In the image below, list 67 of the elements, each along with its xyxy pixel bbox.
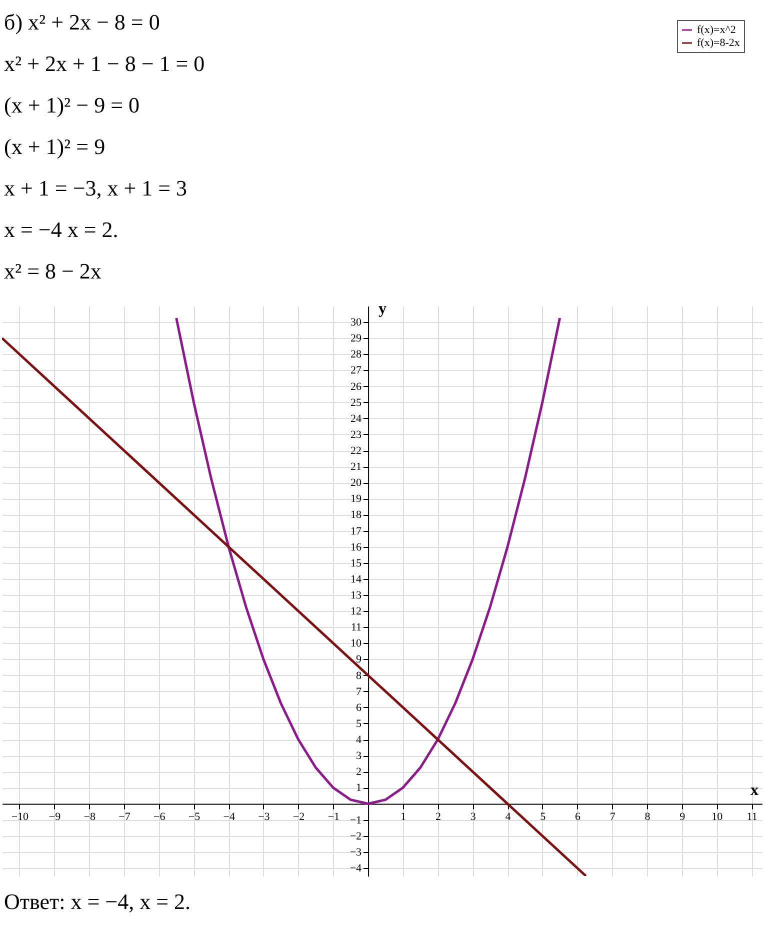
y-tick-label: 24: [350, 412, 362, 425]
y-tick-label: 4: [356, 734, 362, 746]
legend-label: f(x)=8-2x: [697, 37, 740, 49]
y-tick-label: 22: [350, 445, 362, 458]
x-tick-label: 5: [540, 811, 546, 824]
y-tick-label: 6: [356, 702, 362, 714]
x-axis-title: x: [750, 782, 758, 800]
x-tick-label: 6: [574, 811, 581, 824]
x-tick-label: −5: [188, 811, 201, 824]
y-tick-label: 11: [350, 622, 362, 634]
x-tick-label: 3: [470, 811, 476, 824]
x-tick-label: −4: [223, 811, 236, 824]
x-tick-label: −2: [292, 811, 305, 824]
text: x = −4 x = 2.: [4, 216, 118, 242]
legend-label: f(x)=x^2: [697, 24, 736, 36]
text: Ответ: x = −4, x = 2.: [4, 889, 190, 914]
y-tick-label: 3: [356, 750, 362, 762]
y-tick-label: 13: [350, 590, 362, 602]
x-tick-label: 9: [680, 811, 686, 824]
y-tick-label: 7: [356, 686, 362, 698]
text: (x + 1)² − 9 = 0: [4, 92, 140, 118]
text: (x + 1)² = 9: [4, 134, 106, 159]
text: x² = 8 − 2x: [4, 258, 102, 284]
y-tick-label: 1: [356, 782, 362, 794]
y-axis-title: y: [378, 300, 387, 318]
line-series: [175, 316, 562, 805]
y-tick-label: 12: [350, 606, 362, 618]
x-tick-label: 8: [644, 811, 651, 824]
y-tick-label: 21: [350, 461, 362, 474]
x-tick-label: 4: [505, 811, 512, 824]
y-tick-label: 16: [350, 541, 362, 554]
x-tick-label: −9: [48, 811, 62, 824]
y-tick-label: 20: [350, 477, 362, 490]
x-tick-label: −6: [154, 811, 166, 824]
y-tick-label: 27: [350, 364, 362, 377]
y-tick-label: −2: [350, 830, 362, 842]
y-tick-label: −4: [350, 862, 362, 874]
y-tick-label: 18: [350, 509, 362, 522]
x-tick-label: −7: [118, 811, 131, 824]
y-tick-label: 15: [350, 557, 362, 570]
y-tick-label: 10: [350, 638, 362, 650]
x-tick-label: 2: [436, 811, 442, 824]
x-tick-label: −1: [328, 811, 340, 824]
y-tick-label: 17: [350, 525, 362, 538]
text: б) x² + 2x − 8 = 0: [4, 10, 160, 35]
x-tick-label: −8: [84, 811, 96, 824]
y-tick-label: 25: [350, 396, 362, 409]
y-tick-label: 9: [356, 654, 362, 666]
y-tick-label: 8: [356, 670, 362, 682]
text: x² + 2x + 1 − 8 − 1 = 0: [4, 51, 205, 76]
y-tick-label: 23: [350, 428, 362, 441]
x-tick-label: 7: [610, 811, 616, 824]
y-tick-label: 19: [350, 493, 362, 506]
x-tick-label: 1: [400, 811, 406, 824]
text: x + 1 = −3, x + 1 = 3: [4, 175, 188, 200]
y-tick-label: 29: [350, 332, 362, 345]
y-tick-label: 14: [350, 573, 362, 586]
y-tick-label: 28: [350, 348, 362, 361]
y-tick-label: −3: [350, 846, 362, 858]
x-tick-label: −3: [258, 811, 270, 824]
y-tick-label: 30: [350, 316, 362, 329]
x-tick-label: 11: [746, 811, 758, 824]
x-tick-label: −10: [11, 811, 30, 824]
y-tick-label: 26: [350, 380, 362, 393]
x-tick-label: 10: [712, 811, 724, 824]
y-tick-label: 2: [356, 766, 362, 778]
y-tick-label: 5: [356, 718, 362, 730]
